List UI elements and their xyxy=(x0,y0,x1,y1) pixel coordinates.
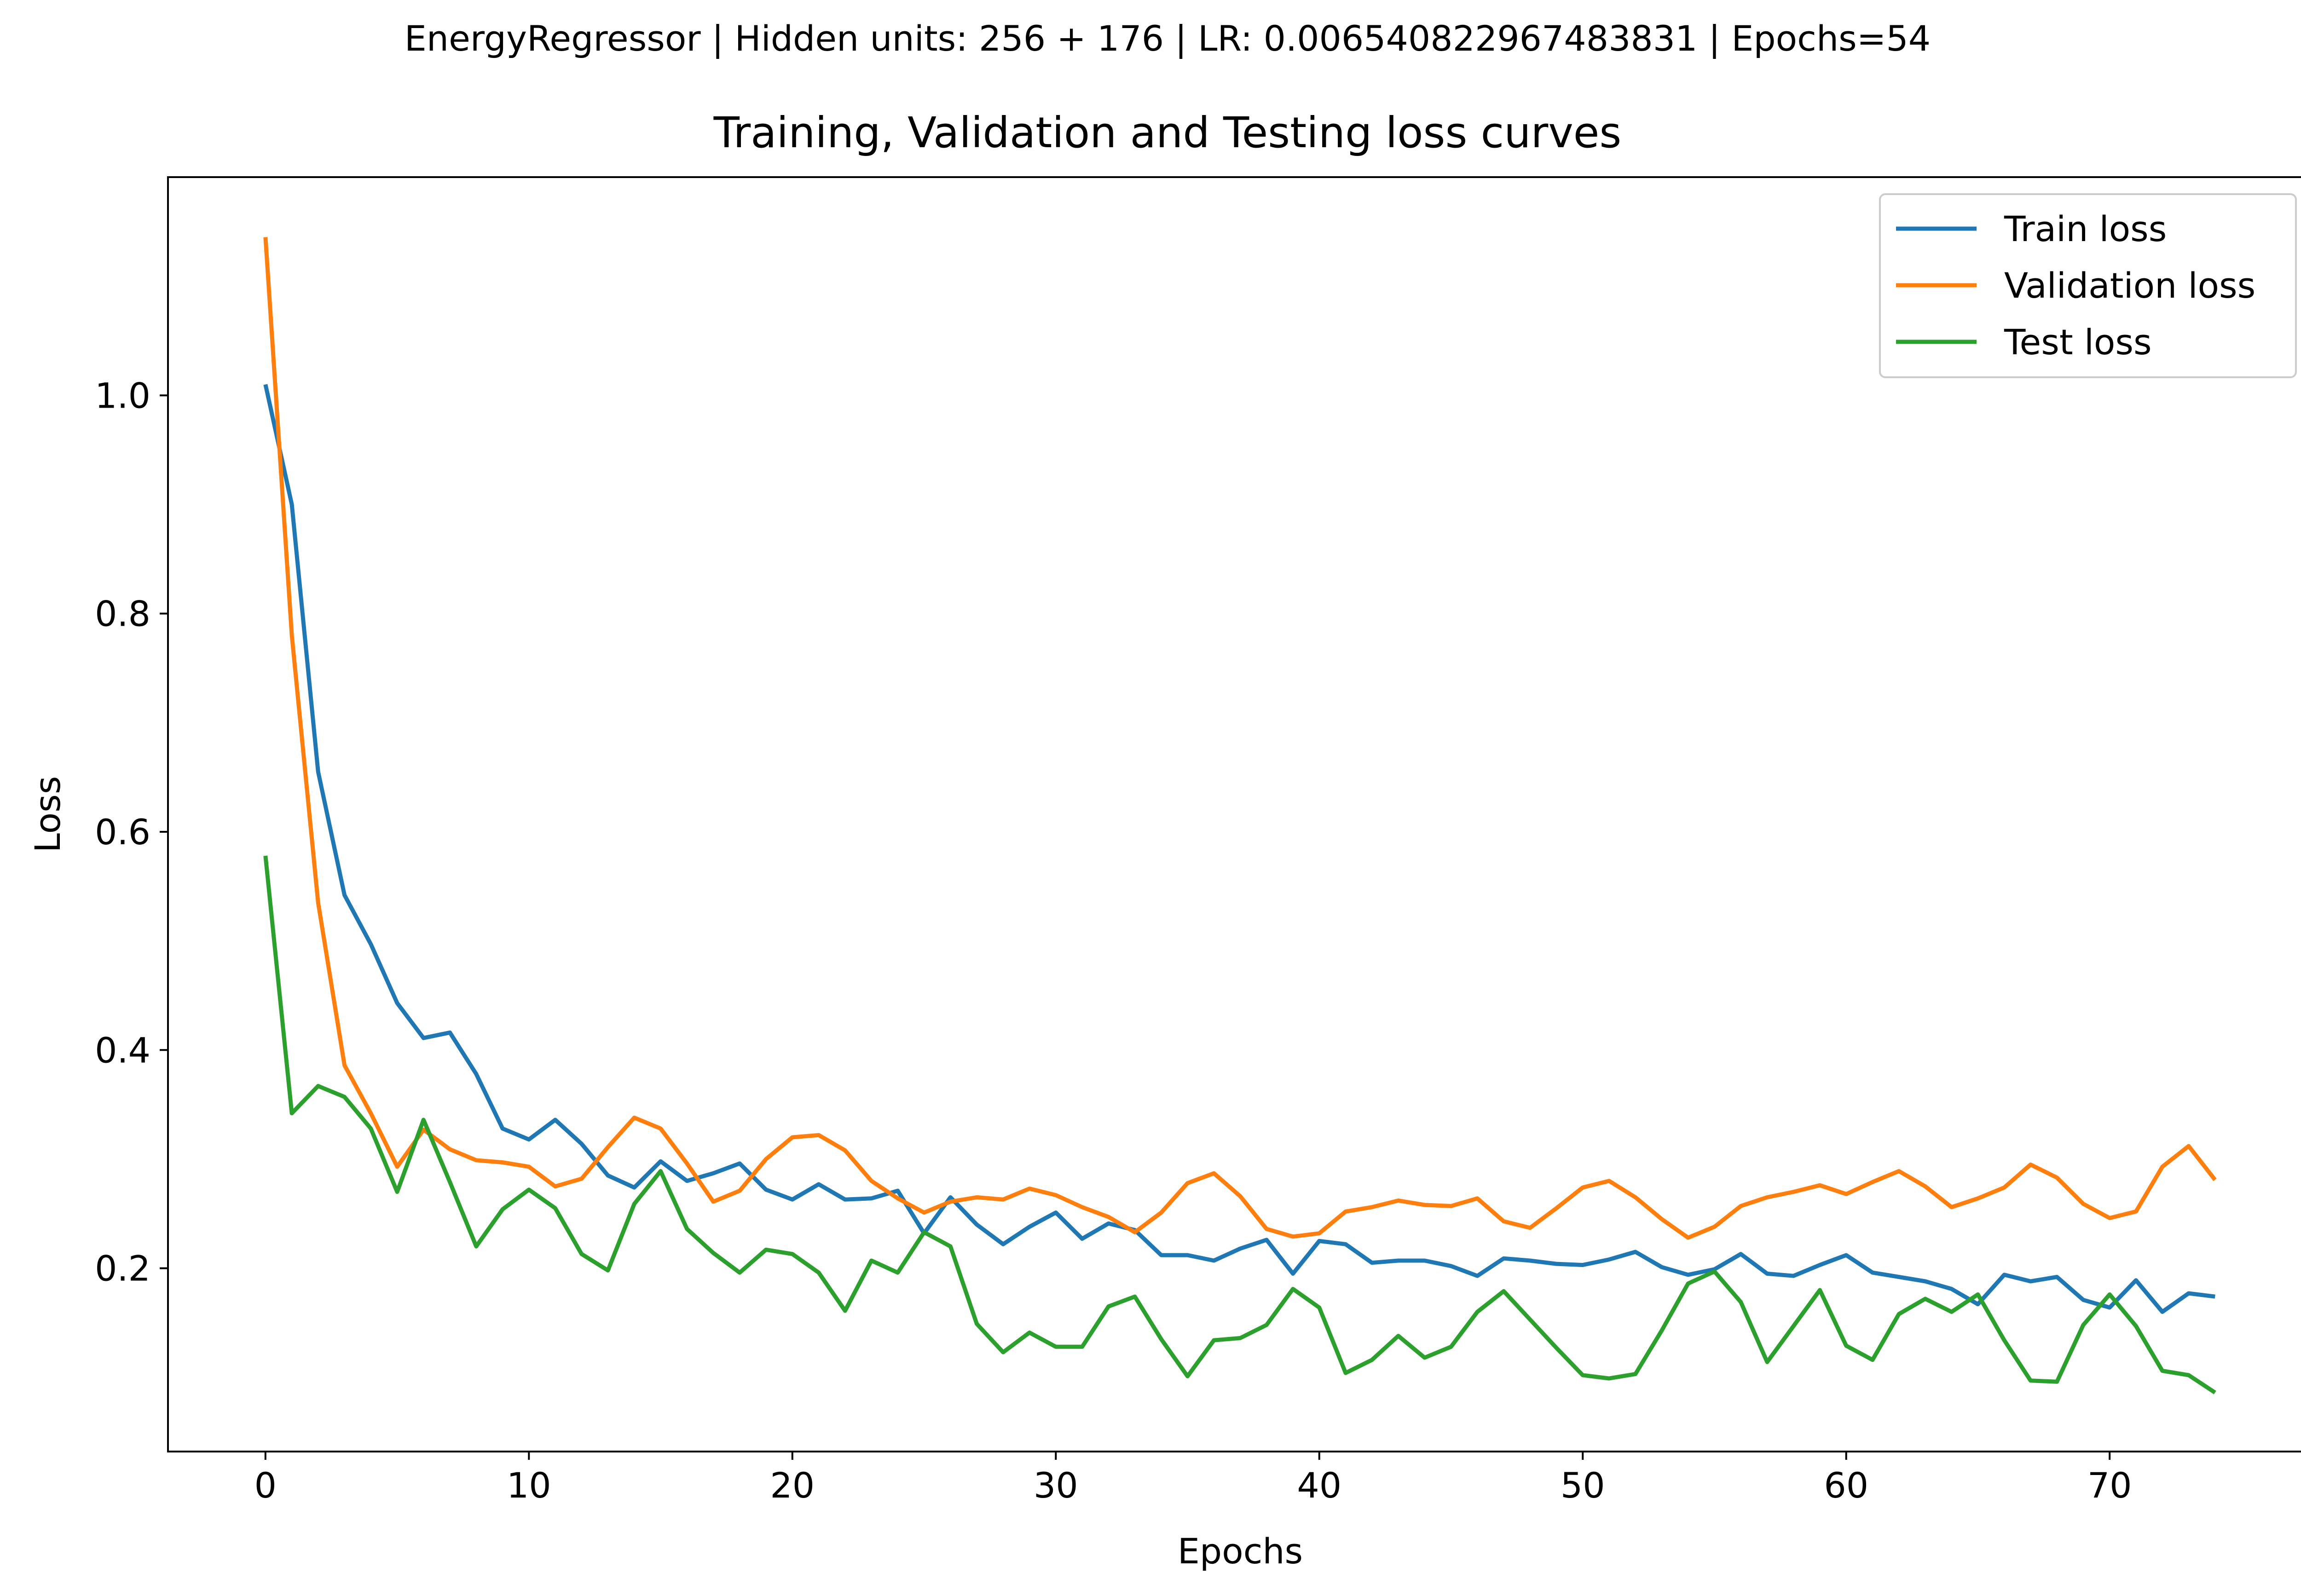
x-tick-label: 70 xyxy=(2087,1465,2132,1506)
series-line-validation-loss xyxy=(263,237,2217,1240)
x-axis-label: Epochs xyxy=(1178,1531,1303,1572)
legend-label: Validation loss xyxy=(2004,265,2255,306)
x-tick-label: 60 xyxy=(1824,1465,1868,1506)
y-axis-ticks: 0.2 0.4 0.6 0.8 1.0 xyxy=(95,375,168,1289)
x-tick-label: 20 xyxy=(770,1465,815,1506)
x-tick-label: 50 xyxy=(1561,1465,1605,1506)
series-line-train-loss xyxy=(263,384,2215,1314)
legend-label: Train loss xyxy=(2004,208,2167,249)
figure-suptitle: EnergyRegressor | Hidden units: 256 + 17… xyxy=(405,18,1931,59)
x-axis-ticks: 0 10 20 30 40 50 60 70 xyxy=(254,1452,2132,1506)
y-tick-label: 0.4 xyxy=(95,1030,150,1071)
x-tick-label: 10 xyxy=(507,1465,551,1506)
y-axis-label: Loss xyxy=(27,776,68,853)
y-tick-label: 0.8 xyxy=(95,593,150,634)
y-tick-label: 1.0 xyxy=(95,375,150,416)
legend-label: Test loss xyxy=(2004,322,2152,363)
x-tick-label: 30 xyxy=(1034,1465,1078,1506)
x-tick-label: 40 xyxy=(1297,1465,1341,1506)
legend-box xyxy=(1879,193,2297,378)
y-tick-label: 0.6 xyxy=(95,812,150,853)
y-tick-label: 0.2 xyxy=(95,1248,150,1289)
chart-title: Training, Validation and Testing loss cu… xyxy=(713,108,1622,157)
series-line-test-loss xyxy=(263,855,2216,1394)
x-tick-label: 0 xyxy=(254,1465,277,1506)
plot-frame xyxy=(167,176,2301,1452)
legend: Train loss Validation loss Test loss xyxy=(1879,193,2297,378)
plot-lines xyxy=(263,237,2217,1394)
